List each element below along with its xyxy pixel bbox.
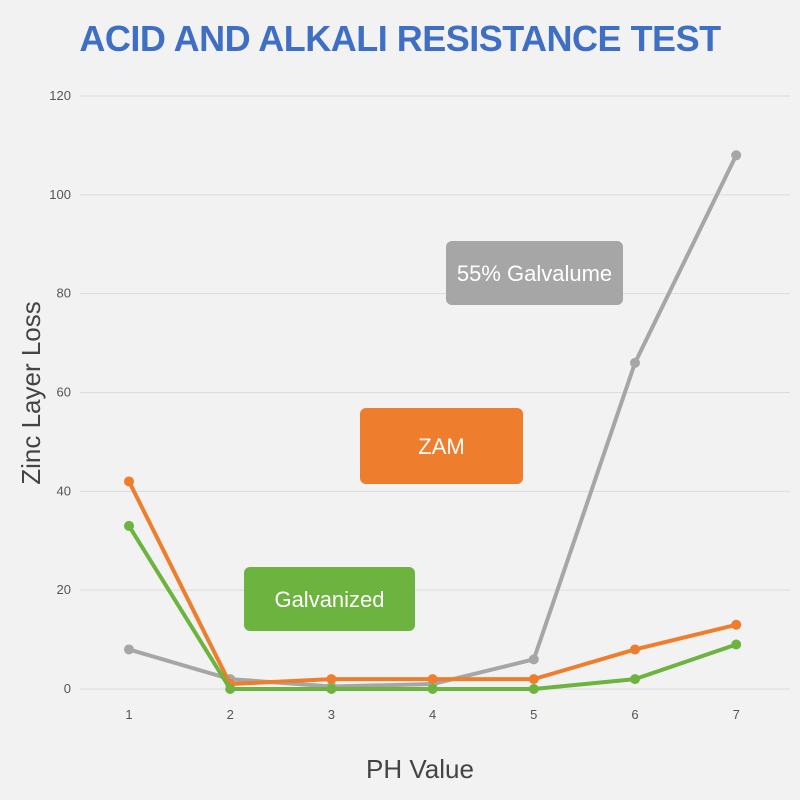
data-point-galvanized xyxy=(630,674,640,685)
y-tick-label: 100 xyxy=(49,187,71,202)
y-tick-label: 60 xyxy=(57,385,71,400)
series-callout-label-galvanized: Galvanized xyxy=(274,587,384,612)
x-tick-label: 6 xyxy=(631,707,638,722)
x-axis-label: PH Value xyxy=(366,754,474,784)
y-tick-label: 40 xyxy=(57,483,71,498)
y-tick-label: 0 xyxy=(64,681,71,696)
data-point-zam xyxy=(326,674,337,685)
y-tick-label: 120 xyxy=(49,88,71,103)
data-point-zam xyxy=(427,674,438,685)
data-point-zam xyxy=(731,619,742,630)
series-line-zam xyxy=(127,479,739,687)
y-axis-label: Zinc Layer Loss xyxy=(16,301,46,485)
x-tick-label: 5 xyxy=(530,707,537,722)
x-tick-label: 4 xyxy=(429,707,436,722)
data-point-zam xyxy=(630,644,640,655)
y-tick-label: 20 xyxy=(57,582,71,597)
data-point-galvanized xyxy=(225,684,236,694)
x-tick-label: 7 xyxy=(733,707,740,722)
x-tick-label: 2 xyxy=(227,707,234,722)
data-point-zam xyxy=(528,674,539,685)
data-point-55-galvalume xyxy=(630,357,640,368)
data-point-galvanized xyxy=(731,639,742,650)
series-callout-label-55-galvalume: 55% Galvalume xyxy=(457,261,612,286)
x-tick-label: 1 xyxy=(125,707,132,722)
y-tick-label: 80 xyxy=(57,286,71,301)
series-callout-zam xyxy=(360,408,523,484)
data-point-galvanized xyxy=(124,520,134,531)
data-point-galvanized xyxy=(528,684,539,694)
series-callout-galvanized xyxy=(244,567,415,631)
series-callout-label-zam: ZAM xyxy=(418,434,464,459)
x-tick-label: 3 xyxy=(328,707,335,722)
data-point-galvanized xyxy=(326,684,337,694)
data-point-55-galvalume xyxy=(528,654,539,665)
series-callout-55-galvalume xyxy=(446,241,623,305)
data-point-zam xyxy=(124,476,134,487)
data-point-galvanized xyxy=(427,684,438,694)
data-point-55-galvalume xyxy=(731,150,742,161)
data-point-55-galvalume xyxy=(124,644,134,655)
chart-title: ACID AND ALKALI RESISTANCE TEST xyxy=(79,18,721,59)
